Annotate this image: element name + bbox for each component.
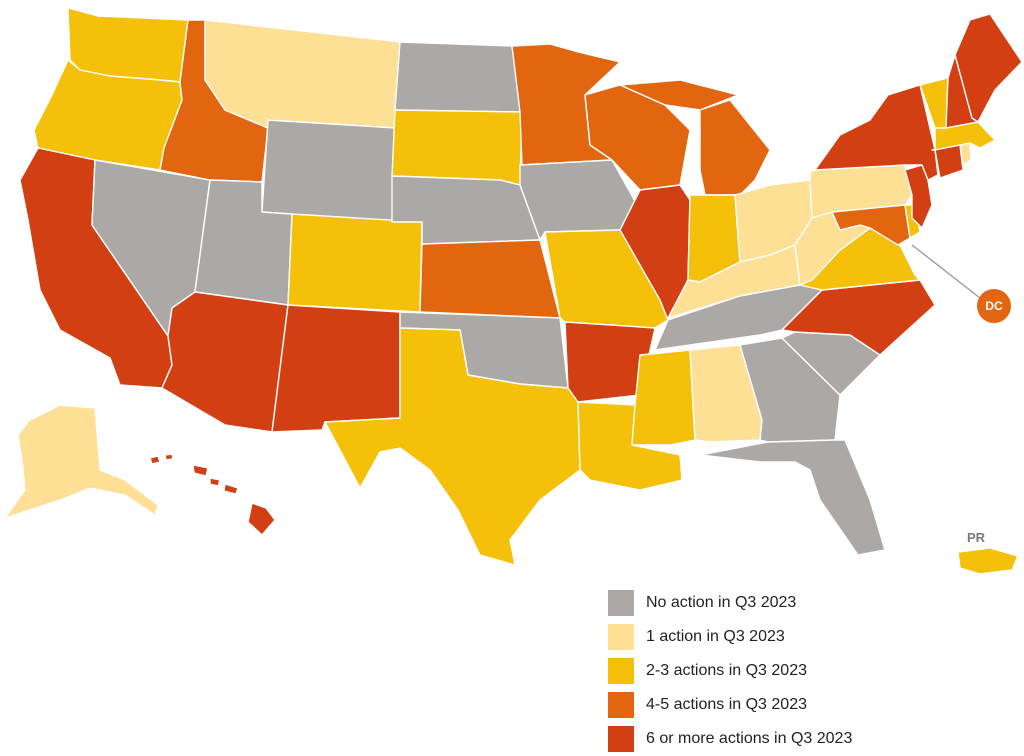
dc-label: DC xyxy=(985,299,1003,313)
legend-swatch xyxy=(608,624,634,650)
legend-item: No action in Q3 2023 xyxy=(608,586,938,620)
state-sd[interactable] xyxy=(391,109,523,186)
legend-label: No action in Q3 2023 xyxy=(646,594,797,611)
dc-leader-line xyxy=(911,244,981,299)
state-tx[interactable] xyxy=(324,327,581,566)
state-az[interactable] xyxy=(161,291,289,433)
legend-item: 2-3 actions in Q3 2023 xyxy=(608,654,938,688)
legend-item: 6 or more actions in Q3 2023 xyxy=(608,722,938,756)
state-fl[interactable] xyxy=(699,439,886,556)
legend-item: 4-5 actions in Q3 2023 xyxy=(608,688,938,722)
state-hi[interactable] xyxy=(149,453,276,536)
state-mt[interactable] xyxy=(204,19,401,129)
state-nm[interactable] xyxy=(271,304,401,433)
legend-label: 1 action in Q3 2023 xyxy=(646,628,785,645)
legend-swatch xyxy=(608,590,634,616)
legend-swatch xyxy=(608,692,634,718)
state-co[interactable] xyxy=(287,213,423,313)
state-wy[interactable] xyxy=(261,119,396,223)
legend-label: 6 or more actions in Q3 2023 xyxy=(646,730,853,747)
state-ar[interactable] xyxy=(564,321,656,403)
state-me[interactable] xyxy=(954,13,1023,123)
legend-swatch xyxy=(608,726,634,752)
state-ak[interactable] xyxy=(4,404,159,519)
legend-item: 1 action in Q3 2023 xyxy=(608,620,938,654)
legend-label: 2-3 actions in Q3 2023 xyxy=(646,662,807,679)
state-ks[interactable] xyxy=(419,239,561,319)
state-pr[interactable] xyxy=(957,547,1019,575)
legend-label: 4-5 actions in Q3 2023 xyxy=(646,696,807,713)
state-nd[interactable] xyxy=(394,41,523,113)
state-mi[interactable] xyxy=(619,79,771,196)
legend: No action in Q3 2023 1 action in Q3 2023… xyxy=(608,586,938,756)
pr-label: PR xyxy=(967,530,986,545)
legend-swatch xyxy=(608,658,634,684)
state-ms[interactable] xyxy=(631,349,696,446)
dc-marker[interactable] xyxy=(977,289,1011,323)
